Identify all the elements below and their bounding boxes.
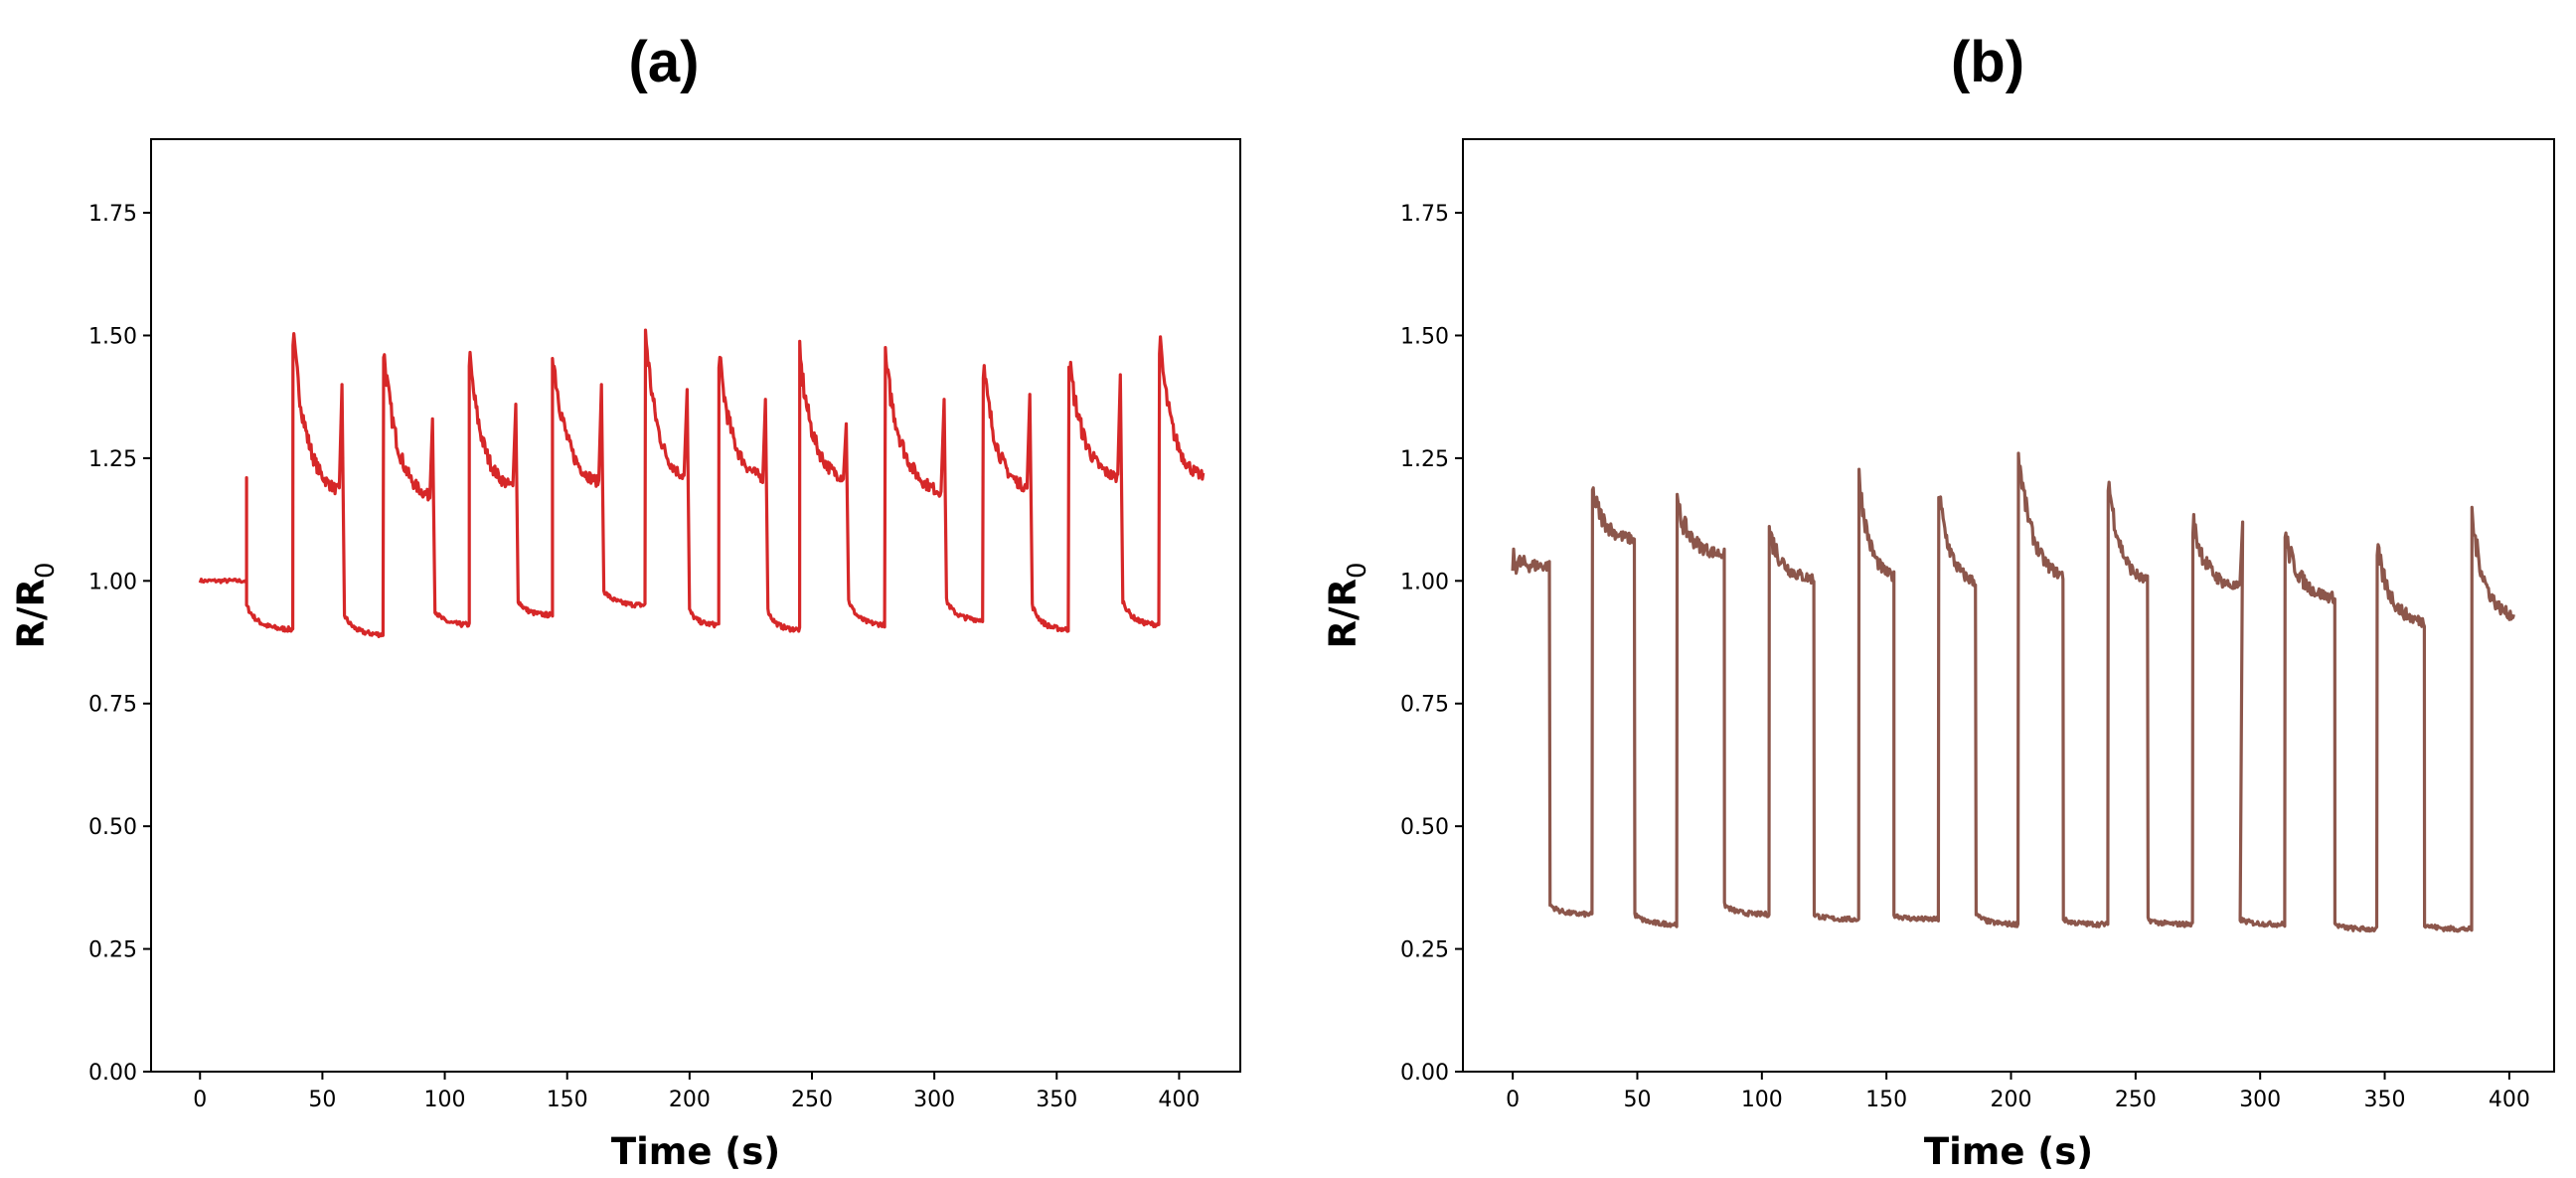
y-tick-label: 1.75 [88, 202, 137, 227]
x-tick-label: 300 [913, 1088, 955, 1112]
x-tick-label: 150 [1865, 1088, 1907, 1112]
y-tick-label: 1.25 [1400, 447, 1449, 472]
panel-label: (a) [629, 30, 700, 94]
y-tick-label: 0.00 [88, 1061, 137, 1086]
x-tick-label: 0 [1506, 1088, 1520, 1112]
panel-b: (b) 0 50 100 150 200 250 300 350 400 0.00 0.25 0.50 0… [1322, 30, 2555, 1173]
x-tick-label: 350 [2364, 1088, 2406, 1112]
x-tick-label: 100 [424, 1088, 466, 1112]
x-tick-label: 50 [308, 1088, 336, 1112]
y-tick-label: 1.75 [1400, 202, 1449, 227]
x-tick-label: 200 [669, 1088, 711, 1112]
y-tick-label: 1.50 [1400, 324, 1449, 349]
x-tick-label: 100 [1741, 1088, 1783, 1112]
y-tick-label: 0.50 [88, 815, 137, 840]
x-tick-label: 400 [2489, 1088, 2530, 1112]
x-tick-label: 200 [1991, 1088, 2032, 1112]
plot-frame [1462, 138, 2555, 1073]
y-tick-label: 0.75 [88, 693, 137, 718]
x-tick-label: 150 [547, 1088, 588, 1112]
x-tick-label: 400 [1158, 1088, 1200, 1112]
y-axis-label-subscript: 0 [1343, 562, 1372, 579]
y-tick-label: 0.00 [1400, 1061, 1449, 1086]
series-line-response-a [198, 328, 1206, 638]
y-axis-label-subscript: 0 [31, 562, 61, 579]
y-axis-label-main: R/R [1322, 579, 1365, 649]
x-axis-label: Time (s) [611, 1130, 780, 1173]
x-tick-label: 250 [2115, 1088, 2157, 1112]
y-axis-label: R/R0 [1322, 562, 1372, 648]
y-tick-label: 1.50 [88, 324, 137, 349]
y-tick-label: 0.75 [1400, 693, 1449, 718]
plot-frame [150, 138, 1241, 1073]
x-tick-label: 250 [791, 1088, 833, 1112]
panel-label: (b) [1951, 30, 2024, 94]
x-axis-label: Time (s) [1924, 1130, 2093, 1173]
y-tick-label: 1.00 [88, 570, 137, 594]
x-tick-label: 50 [1623, 1088, 1651, 1112]
y-axis-label-main: R/R [10, 579, 53, 649]
x-tick-label: 0 [193, 1088, 207, 1112]
y-tick-label: 0.25 [1400, 938, 1449, 963]
y-tick-label: 0.25 [88, 938, 137, 963]
series-line-response-b [1511, 451, 2515, 933]
x-tick-label: 300 [2239, 1088, 2281, 1112]
panel-a: (a) 0 50 100 150 200 250 300 350 400 0.00 0.25 0.50 0… [10, 30, 1241, 1173]
y-axis-label: R/R0 [10, 562, 61, 648]
y-tick-label: 0.50 [1400, 815, 1449, 840]
y-tick-label: 1.00 [1400, 570, 1449, 594]
y-tick-label: 1.25 [88, 447, 137, 472]
x-tick-label: 350 [1036, 1088, 1077, 1112]
